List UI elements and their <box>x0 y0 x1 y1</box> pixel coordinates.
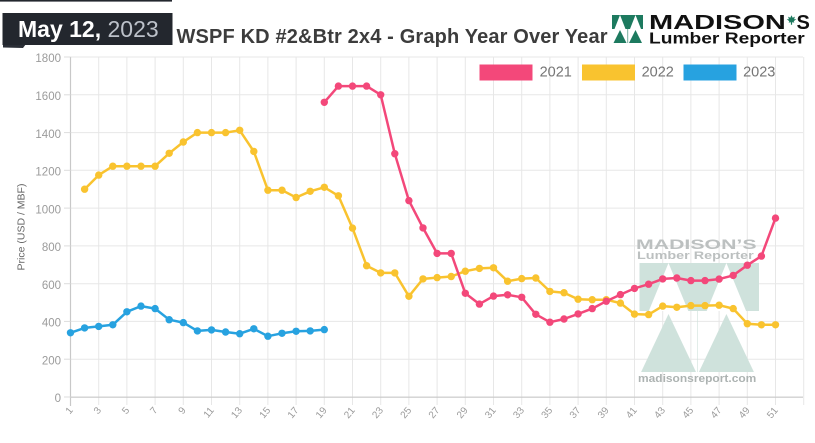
svg-text:7: 7 <box>148 405 160 417</box>
svg-text:S: S <box>797 12 810 34</box>
svg-text:2021: 2021 <box>540 64 572 80</box>
svg-text:400: 400 <box>42 318 61 330</box>
svg-text:madisonsreport.com: madisonsreport.com <box>638 373 756 384</box>
svg-text:3: 3 <box>92 405 104 417</box>
svg-text:1200: 1200 <box>35 167 61 179</box>
svg-text:1800: 1800 <box>35 53 61 65</box>
svg-text:9: 9 <box>177 405 189 417</box>
svg-text:Lumber Reporter: Lumber Reporter <box>649 29 805 47</box>
svg-text:WSPF KD #2&Btr 2x4 - Graph Yea: WSPF KD #2&Btr 2x4 - Graph Year Over Yea… <box>177 26 608 48</box>
svg-text:600: 600 <box>42 280 61 292</box>
svg-text:200: 200 <box>42 355 61 367</box>
svg-text:MADISON’S: MADISON’S <box>636 237 757 253</box>
svg-text:MADISON: MADISON <box>649 11 786 33</box>
svg-text:1000: 1000 <box>35 204 61 216</box>
svg-text:1: 1 <box>64 405 76 417</box>
svg-text:2023: 2023 <box>743 64 775 80</box>
svg-text:2022: 2022 <box>642 64 674 80</box>
svg-text:May 12, 2023: May 12, 2023 <box>18 16 159 42</box>
svg-text:800: 800 <box>42 242 61 254</box>
svg-text:0: 0 <box>55 393 61 405</box>
svg-text:Lumber Reporter: Lumber Reporter <box>637 249 754 262</box>
svg-text:1400: 1400 <box>35 129 61 141</box>
svg-text:1600: 1600 <box>35 91 61 103</box>
svg-text:5: 5 <box>120 405 132 417</box>
svg-text:Price (USD / MBF): Price (USD / MBF) <box>16 184 28 271</box>
